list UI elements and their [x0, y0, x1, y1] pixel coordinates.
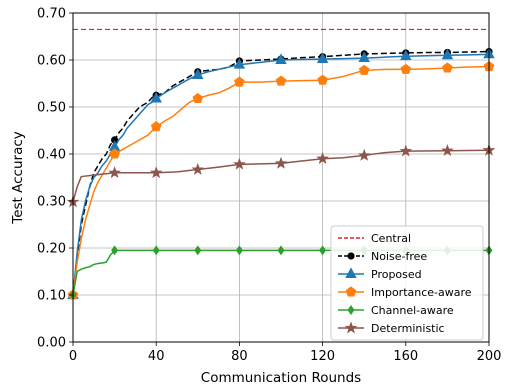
legend-marker	[347, 305, 355, 315]
y-tick-label: 0.00	[37, 336, 66, 351]
data-point-proposed	[192, 68, 204, 79]
legend-label: Central	[371, 232, 411, 245]
x-tick-label: 120	[310, 349, 335, 364]
data-point-proposed	[275, 53, 287, 64]
series-importance-aware	[67, 61, 495, 300]
data-point-proposed	[400, 49, 412, 61]
y-tick-label: 0.50	[37, 101, 66, 116]
axis-ticks: 0 40 80 120 160 200 0.00 0.10 0.20 0.30 0.40 0.50 0.…	[37, 7, 501, 365]
data-point-deterministic	[274, 156, 288, 169]
legend-label: Channel-aware	[371, 304, 454, 317]
data-point-proposed	[150, 91, 162, 103]
series-line-proposed	[72, 53, 490, 296]
data-point-importance-aware	[442, 62, 453, 73]
x-tick-label: 40	[148, 349, 165, 364]
legend-label: Deterministic	[371, 322, 445, 335]
data-point-deterministic	[357, 148, 371, 161]
data-point-proposed	[316, 52, 329, 64]
data-point-channel-aware	[152, 245, 160, 256]
y-tick-label: 0.30	[37, 195, 66, 210]
legend-label: Proposed	[371, 268, 422, 281]
x-tick-label: 160	[393, 349, 418, 364]
legend: Central Noise-free Proposed Importance-awar…	[330, 225, 484, 341]
legend-item-noise-free: Noise-free	[338, 250, 427, 263]
legend-marker	[344, 321, 358, 334]
legend-item-channel-aware: Channel-aware	[338, 304, 454, 317]
plot-frame	[72, 12, 490, 343]
data-point-importance-aware	[192, 92, 204, 104]
legend-label: Importance-aware	[371, 286, 472, 299]
x-axis-label: Communication Rounds	[201, 370, 361, 385]
legend-box	[330, 225, 484, 341]
data-point-deterministic	[233, 157, 246, 170]
y-tick-label: 0.20	[37, 242, 66, 257]
data-point-importance-aware	[317, 74, 328, 85]
data-point-deterministic	[441, 144, 454, 157]
y-tick-label: 0.60	[37, 54, 66, 69]
legend-item-central: Central	[338, 232, 411, 245]
legend-item-deterministic: Deterministic	[338, 321, 445, 335]
data-point-deterministic	[108, 166, 121, 179]
data-point-proposed	[233, 58, 246, 69]
data-point-channel-aware	[235, 245, 243, 256]
data-point-importance-aware	[109, 148, 120, 159]
data-point-importance-aware	[150, 121, 162, 132]
series-deterministic	[66, 143, 496, 208]
y-tick-label: 0.70	[37, 7, 66, 22]
data-point-channel-aware	[194, 245, 202, 256]
data-point-channel-aware	[277, 245, 285, 256]
data-point-importance-aware	[400, 63, 412, 74]
legend-item-proposed: Proposed	[338, 267, 422, 281]
data-point-importance-aware	[358, 64, 370, 75]
data-point-deterministic	[316, 152, 329, 165]
data-point-deterministic	[191, 162, 205, 175]
legend-label: Noise-free	[371, 250, 427, 263]
y-tick-label: 0.10	[37, 289, 66, 304]
legend-marker	[345, 267, 357, 278]
legend-marker	[347, 252, 355, 260]
legend-marker	[345, 286, 357, 297]
data-point-deterministic	[149, 166, 163, 179]
data-point-importance-aware	[234, 76, 245, 87]
y-tick-label: 0.40	[37, 148, 66, 163]
data-point-channel-aware	[111, 245, 119, 256]
y-axis-label: Test Accuracy	[10, 131, 26, 225]
data-point-channel-aware	[319, 245, 327, 256]
x-tick-label: 200	[477, 349, 502, 364]
legend-item-importance-aware: Importance-aware	[338, 286, 472, 299]
x-tick-label: 0	[69, 349, 77, 364]
data-point-deterministic	[399, 144, 413, 157]
data-point-proposed	[441, 48, 454, 60]
data-point-proposed	[358, 51, 370, 63]
x-tick-label: 80	[231, 349, 248, 364]
data-point-importance-aware	[275, 75, 287, 86]
series-line-noise-free	[72, 50, 490, 296]
